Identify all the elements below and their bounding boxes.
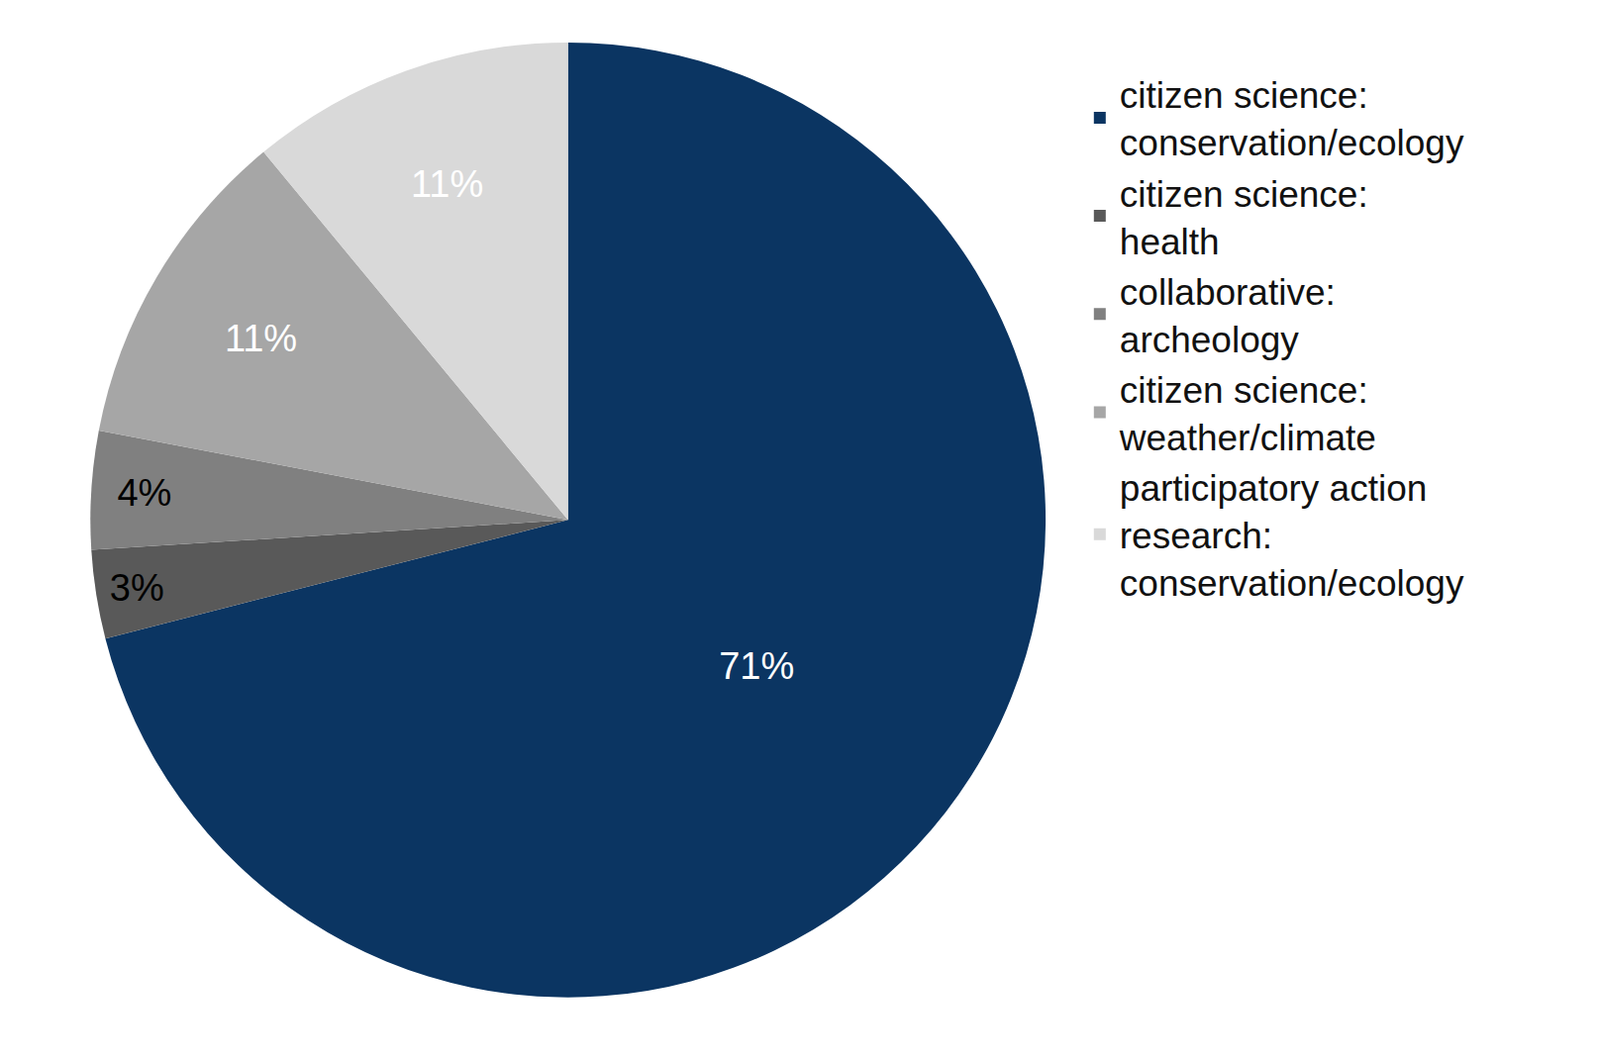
svg-text:participatory actionresearch:c: participatory actionresearch:conservatio…: [1119, 468, 1465, 604]
svg-text:11%: 11%: [224, 317, 298, 360]
svg-text:3%: 3%: [109, 567, 165, 609]
svg-text:collaborative:archeology: collaborative:archeology: [1119, 272, 1336, 361]
svg-text:citizen science:weather/climat: citizen science:weather/climate: [1118, 370, 1377, 459]
svg-text:citizen science:conservation/e: citizen science:conservation/ecology: [1119, 75, 1465, 164]
svg-text:citizen science:health: citizen science:health: [1119, 174, 1369, 263]
svg-text:11%: 11%: [410, 163, 484, 205]
svg-text:4%: 4%: [116, 472, 172, 514]
svg-text:71%: 71%: [718, 645, 795, 688]
